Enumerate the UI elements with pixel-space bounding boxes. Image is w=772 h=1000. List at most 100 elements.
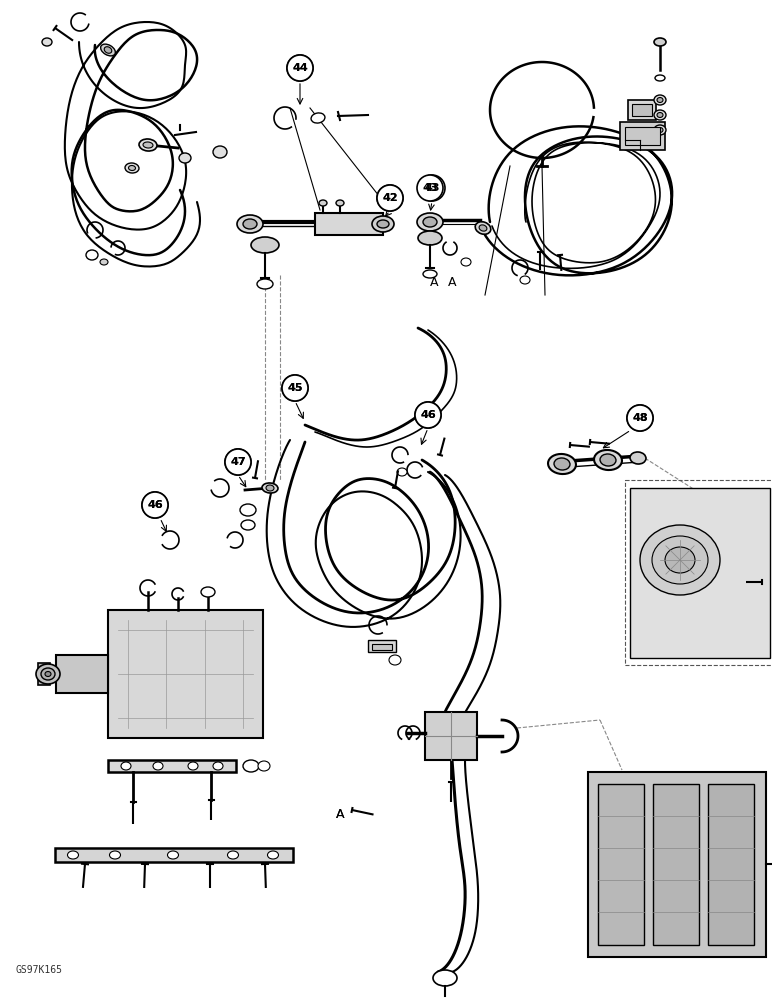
Ellipse shape (243, 219, 257, 229)
Ellipse shape (461, 258, 471, 266)
Ellipse shape (143, 142, 153, 148)
Bar (108, 610, 263, 738)
Ellipse shape (128, 165, 136, 171)
Circle shape (627, 405, 653, 431)
Circle shape (282, 375, 308, 401)
Text: 46: 46 (420, 410, 436, 420)
Ellipse shape (423, 270, 437, 278)
Ellipse shape (657, 112, 663, 117)
Ellipse shape (100, 44, 115, 56)
Ellipse shape (168, 851, 178, 859)
Text: A: A (448, 276, 456, 290)
Text: GS97K165: GS97K165 (15, 965, 62, 975)
Ellipse shape (86, 250, 98, 260)
Circle shape (377, 185, 403, 211)
Ellipse shape (377, 220, 389, 228)
Ellipse shape (110, 851, 120, 859)
Ellipse shape (417, 213, 443, 231)
Circle shape (415, 402, 441, 428)
Ellipse shape (240, 504, 256, 516)
Ellipse shape (251, 237, 279, 253)
Circle shape (225, 449, 251, 475)
Ellipse shape (657, 127, 663, 132)
Bar (372, 644, 392, 650)
Ellipse shape (262, 483, 278, 493)
Text: 45: 45 (287, 383, 303, 393)
Text: 46: 46 (147, 500, 163, 510)
Ellipse shape (397, 468, 407, 476)
Ellipse shape (268, 851, 279, 859)
Ellipse shape (41, 668, 55, 680)
Ellipse shape (237, 215, 263, 233)
Bar (632, 104, 652, 116)
Ellipse shape (311, 113, 325, 123)
Bar (588, 772, 766, 957)
Ellipse shape (554, 458, 570, 470)
Text: 47: 47 (230, 457, 245, 467)
Circle shape (287, 55, 313, 81)
Text: 43: 43 (422, 183, 438, 193)
Ellipse shape (188, 762, 198, 770)
Ellipse shape (654, 95, 666, 105)
Ellipse shape (45, 672, 51, 676)
Ellipse shape (657, 98, 663, 103)
Ellipse shape (418, 231, 442, 245)
Ellipse shape (201, 587, 215, 597)
Ellipse shape (548, 454, 576, 474)
Text: 48: 48 (632, 413, 648, 423)
Ellipse shape (67, 851, 79, 859)
Ellipse shape (153, 762, 163, 770)
Bar (55, 848, 293, 862)
Bar (108, 760, 236, 772)
Text: A: A (430, 276, 438, 290)
Ellipse shape (654, 38, 666, 46)
Ellipse shape (266, 485, 274, 491)
Bar (368, 640, 396, 652)
Ellipse shape (389, 655, 401, 665)
Ellipse shape (139, 139, 157, 151)
Text: 42: 42 (382, 193, 398, 203)
Circle shape (287, 55, 313, 81)
Text: 42: 42 (382, 193, 398, 203)
Text: 44: 44 (292, 63, 308, 73)
Ellipse shape (423, 217, 437, 227)
Ellipse shape (104, 47, 112, 53)
Bar (628, 100, 656, 120)
Bar (38, 663, 50, 685)
Ellipse shape (665, 547, 695, 573)
Bar (620, 122, 665, 150)
Ellipse shape (125, 163, 139, 173)
Ellipse shape (640, 525, 720, 595)
Ellipse shape (654, 125, 666, 135)
Ellipse shape (241, 520, 255, 530)
Circle shape (627, 405, 653, 431)
Ellipse shape (42, 38, 52, 46)
Circle shape (142, 492, 168, 518)
Bar (425, 712, 477, 760)
Ellipse shape (319, 200, 327, 206)
Bar (625, 480, 772, 665)
Ellipse shape (100, 259, 108, 265)
Bar (708, 784, 754, 945)
Ellipse shape (372, 216, 394, 232)
Text: 47: 47 (230, 457, 245, 467)
Text: 45: 45 (287, 383, 303, 393)
Circle shape (419, 175, 445, 201)
Ellipse shape (600, 454, 616, 466)
Ellipse shape (179, 153, 191, 163)
Ellipse shape (228, 851, 239, 859)
Ellipse shape (243, 760, 259, 772)
Ellipse shape (257, 279, 273, 289)
Ellipse shape (652, 536, 708, 584)
Ellipse shape (630, 452, 646, 464)
Bar (653, 784, 699, 945)
Bar (625, 127, 660, 145)
Text: 44: 44 (292, 63, 308, 73)
Text: A: A (336, 808, 344, 820)
Ellipse shape (433, 970, 457, 986)
Ellipse shape (258, 761, 270, 771)
Ellipse shape (654, 110, 666, 120)
Circle shape (377, 185, 403, 211)
Bar (630, 488, 770, 658)
Circle shape (417, 175, 443, 201)
